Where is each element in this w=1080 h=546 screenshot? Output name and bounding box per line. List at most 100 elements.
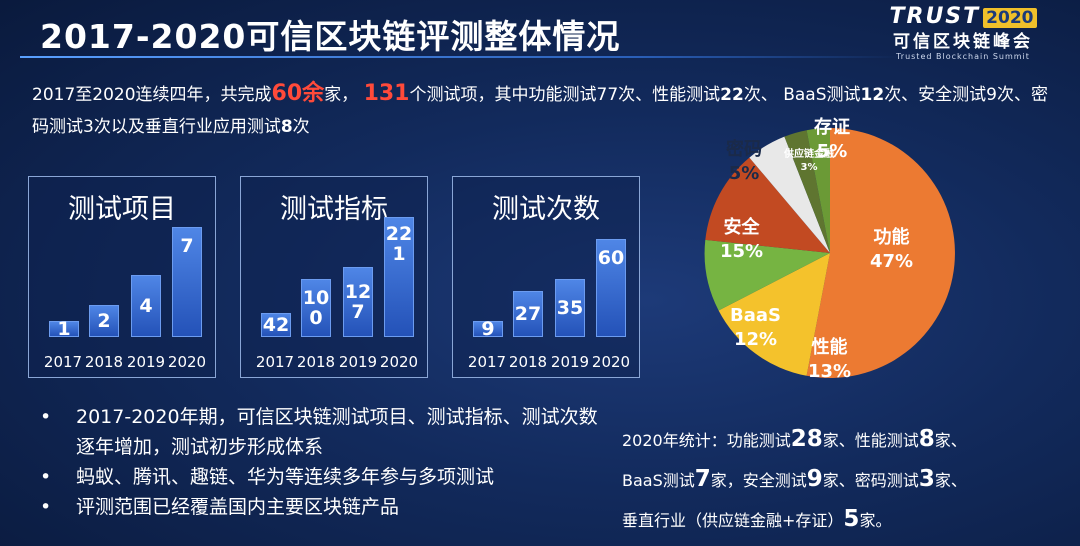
bullet-item: 蚂蚁、腾讯、趣链、华为等连续多年参与多项测试 xyxy=(36,462,616,492)
bar: 35 xyxy=(555,279,585,337)
pie-slice-performance xyxy=(718,253,830,376)
stats-text: 家，安全测试 xyxy=(710,471,807,490)
bullet-item: 评测范围已经覆盖国内主要区块链产品 xyxy=(36,492,616,522)
pie-label-name: BaaS xyxy=(730,305,781,326)
pie-label-security: 安全 15% xyxy=(720,216,763,264)
bar: 60 xyxy=(596,239,626,337)
summary-part: 次、安全测试9次、密码测试3次以及垂直行业应用测试 xyxy=(32,85,1049,137)
logo-trust: TRUST xyxy=(889,4,981,29)
summary-part: 个测试项，其中功能测试77次、性能测试 xyxy=(409,85,721,105)
summary-bold: 22 xyxy=(720,85,744,105)
pie-label-name: 密码 xyxy=(726,139,762,160)
panel-test-counts: 测试次数 9 27 35 60 2017 2018 2019 2020 xyxy=(452,176,640,378)
pie-label-function: 功能 47% xyxy=(870,226,913,274)
year-label: 2020 xyxy=(591,353,631,371)
pie-label-name: 性能 xyxy=(811,337,848,358)
bar: 22 1 xyxy=(384,217,414,337)
bullet-list: 2017-2020年期，可信区块链测试项目、测试指标、测试次数逐年增加，测试初步… xyxy=(36,402,616,522)
stats-line-3: 垂直行业（供应链金融+存证）5家。 xyxy=(622,500,1062,540)
stats-text: 家、性能测试 xyxy=(822,431,919,450)
year-label: 2018 xyxy=(296,353,336,371)
panel-test-metrics: 测试指标 42 10 0 12 7 22 1 2017 2018 2019 20… xyxy=(240,176,428,378)
summary-part: 2017至2020连续四年，共完成 xyxy=(32,85,272,105)
bullet-item: 2017-2020年期，可信区块链测试项目、测试指标、测试次数逐年增加，测试初步… xyxy=(36,402,616,462)
pie-label-pct: 15% xyxy=(720,241,764,262)
year-label: 2019 xyxy=(550,353,590,371)
summary-part: 家， xyxy=(324,85,359,105)
header: 2017-2020可信区块链评测整体情况 TRUST 2020 可信区块链峰会 T… xyxy=(0,0,1080,61)
pie-label-name: 安全 xyxy=(723,217,760,238)
stats-num: 28 xyxy=(790,426,823,452)
stats-text: 垂直行业（供应链金融+存证） xyxy=(622,511,844,530)
summary-highlight: 131 xyxy=(363,81,410,106)
pie-slice-security xyxy=(705,157,830,253)
year-label: 2020 xyxy=(379,353,419,371)
pie-label-pct: 3% xyxy=(800,162,818,173)
pie-label-name: 供应链金融 xyxy=(784,149,834,160)
pie-label-name: 功能 xyxy=(873,227,910,248)
panel-test-items: 测试项目 1 2 4 7 2017 2018 2019 2020 xyxy=(28,176,216,378)
year-label: 2018 xyxy=(508,353,548,371)
bars: 9 27 35 60 xyxy=(453,177,639,377)
stats-num: 7 xyxy=(694,466,711,492)
title-underline xyxy=(20,56,900,58)
pie-slice-cert xyxy=(806,127,830,253)
bar: 42 xyxy=(261,313,291,337)
stats-num: 8 xyxy=(918,426,935,452)
bar: 27 xyxy=(513,291,543,337)
bars: 42 10 0 12 7 22 1 xyxy=(241,177,427,377)
stats-line-1: 2020年统计：功能测试28家、性能测试8家、 xyxy=(622,420,1062,460)
bar: 2 xyxy=(89,305,119,337)
year-label: 2019 xyxy=(338,353,378,371)
bar: 7 xyxy=(172,227,202,337)
stats-text: 家、密码测试 xyxy=(822,471,919,490)
pie-svg xyxy=(704,127,955,378)
year-label: 2017 xyxy=(467,353,507,371)
bar: 12 7 xyxy=(343,267,373,337)
pie-label-pct: 5% xyxy=(728,163,760,184)
pie-label-crypto: 密码 5% xyxy=(726,138,762,186)
bar: 9 xyxy=(473,319,503,339)
bar: 4 xyxy=(131,275,161,337)
stats-text: 家。 xyxy=(859,511,892,530)
year-label: 2020 xyxy=(167,353,207,371)
stats-text: 家、 xyxy=(934,471,967,490)
pie-label-performance: 性能 13% xyxy=(808,336,851,384)
stats-2020: 2020年统计：功能测试28家、性能测试8家、 BaaS测试7家，安全测试9家、… xyxy=(622,420,1062,540)
year-label: 2017 xyxy=(255,353,295,371)
pie-label-pct: 12% xyxy=(733,329,778,350)
logo-year: 2020 xyxy=(983,8,1037,28)
summary-bold: 12 xyxy=(860,85,885,105)
panel-title: 测试项目 xyxy=(68,194,176,225)
summary-bold: 8 xyxy=(280,117,293,137)
stats-text: BaaS测试 xyxy=(622,471,695,490)
pie-chart: 功能 47% 性能 13% BaaS 12% 安全 15% 密码 5% 供应链金融 3% 存… xyxy=(700,108,960,398)
logo-en: Trusted Blockchain Summit xyxy=(896,52,1030,61)
pie-label-cert: 存证 5% xyxy=(814,116,850,164)
pie-label-name: 存证 xyxy=(814,117,850,138)
panel-title: 测试次数 xyxy=(492,194,600,225)
year-label: 2019 xyxy=(126,353,166,371)
summary-part: 次 xyxy=(292,117,310,137)
summary-highlight: 60余 xyxy=(271,81,325,106)
pie-slice-supply xyxy=(784,130,830,253)
stats-num: 9 xyxy=(806,466,823,492)
pie-slice-function xyxy=(806,128,955,378)
pie-label-baas: BaaS 12% xyxy=(730,304,781,352)
year-label: 2017 xyxy=(43,353,83,371)
page-title: 2017-2020可信区块链评测整体情况 xyxy=(40,17,621,56)
pie-label-pct: 5% xyxy=(816,141,848,162)
stats-text: 2020年统计：功能测试 xyxy=(622,431,791,450)
panel-title: 测试指标 xyxy=(280,194,388,225)
pie-slice-crypto xyxy=(749,136,830,253)
stats-num: 5 xyxy=(843,506,860,532)
summary-text: 2017至2020连续四年，共完成60余家， 131个测试项，其中功能测试77次… xyxy=(32,78,1062,143)
bar: 1 xyxy=(49,319,79,339)
pie-label-supply: 供应链金融 3% xyxy=(784,148,834,174)
pie-slice-baas xyxy=(704,239,830,311)
stats-text: 家、 xyxy=(934,431,967,450)
summit-logo: TRUST 2020 可信区块链峰会 Trusted Blockchain Sum… xyxy=(888,4,1038,61)
year-label: 2018 xyxy=(84,353,124,371)
bars: 1 2 4 7 xyxy=(29,177,215,377)
summary-part: 次、 BaaS测试 xyxy=(743,85,861,105)
